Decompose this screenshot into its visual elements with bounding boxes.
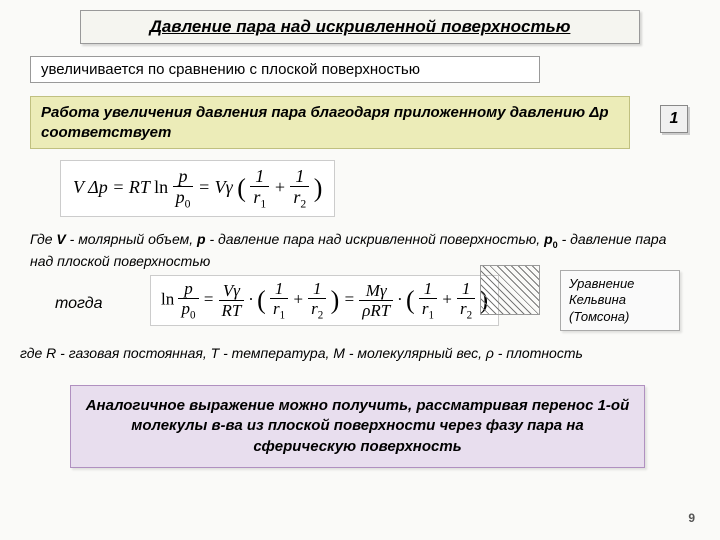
eq1-frac-r1: 1 r1: [250, 167, 269, 210]
eq1-V: V: [73, 177, 84, 197]
eq2-lp2: (: [406, 286, 415, 315]
eq1-frac-r2: 1 r2: [290, 167, 309, 210]
eq1-eq: =: [112, 177, 124, 197]
slide-title: Давление пара над искривленной поверхнос…: [80, 10, 640, 44]
eq1-r2s: 2: [300, 198, 306, 211]
eq1-ln: ln: [154, 177, 168, 197]
eq2-fr4: 1 r2: [457, 280, 475, 321]
where-clause-2: где R - газовая постоянная, T - температ…: [20, 345, 710, 361]
eq1-p0: p: [176, 187, 185, 207]
then-label: тогда: [55, 295, 103, 313]
eq2-Vg: Vγ: [219, 282, 245, 301]
equation-2: ln p p0 = Vγ RT · ( 1 r1 + 1 r2 ) = Mγ ρ…: [150, 275, 499, 326]
eq2-r1s: 1: [280, 309, 286, 321]
eq1-plus: +: [274, 177, 286, 197]
eq2-ln: ln: [161, 290, 174, 309]
where-clause-1: Где V - молярный объем, p - давление пар…: [30, 230, 690, 270]
eq2-eq1: =: [203, 290, 214, 309]
eq2-frac-p: p p0: [178, 280, 198, 321]
eq2-pl2: +: [441, 290, 452, 309]
eq1-rparen: ): [314, 174, 323, 203]
eq2-RT: RT: [219, 301, 245, 319]
eq2-p: p: [184, 279, 193, 298]
eq2-r2b: r: [460, 299, 467, 318]
eq2-r1b: r: [422, 299, 429, 318]
analogous-statement: Аналогичное выражение можно получить, ра…: [70, 385, 645, 468]
eq2-p0: p: [181, 299, 190, 318]
eq2-dot2: ·: [397, 290, 401, 309]
eq2-frac-mg: Mγ ρRT: [359, 282, 393, 319]
eq1-Vg: Vγ: [215, 177, 233, 197]
eq1-r1s: 1: [260, 198, 266, 211]
eq2-eq2: =: [343, 290, 354, 309]
hatch-arrow-icon: [480, 265, 540, 315]
eq2-o1: 1: [270, 280, 288, 299]
eq2-fr2: 1 r2: [308, 280, 326, 321]
eq2-r2: r: [311, 299, 318, 318]
kelvin-label: Уравнение Кельвина (Томсона): [560, 270, 680, 331]
eq2-pl1: +: [292, 290, 303, 309]
page-number: 9: [688, 511, 695, 525]
eq1-R: R: [129, 177, 140, 197]
eq2-dot1: ·: [249, 290, 253, 309]
eq2-rp1: ): [331, 286, 340, 315]
eq1-one2: 1: [290, 167, 309, 187]
eq2-rRT: ρRT: [359, 301, 393, 319]
eq1-dp: Δp: [88, 177, 108, 197]
work-statement: Работа увеличения давления пара благодар…: [30, 96, 630, 149]
eq1-T: T: [140, 177, 150, 197]
eq2-r1bs: 1: [429, 309, 435, 321]
eq2-frac-vg: Vγ RT: [219, 282, 245, 319]
eq1-lparen: (: [237, 174, 246, 203]
eq2-r2bs: 2: [467, 309, 473, 321]
eq1-p0sub: 0: [185, 198, 191, 211]
eq2-Mg: Mγ: [359, 282, 393, 301]
eq1-eq2: =: [198, 177, 210, 197]
eq2-fr1: 1 r1: [270, 280, 288, 321]
equation-1: V Δp = RT ln p p0 = Vγ ( 1 r1 + 1 r2 ): [60, 160, 335, 217]
eq2-o3: 1: [419, 280, 437, 299]
eq2-o2: 1: [308, 280, 326, 299]
eq2-lp1: (: [257, 286, 266, 315]
eq2-o4: 1: [457, 280, 475, 299]
eq1-frac-p: p p0: [173, 167, 194, 210]
eq2-fr3: 1 r1: [419, 280, 437, 321]
eq1-p: p: [179, 166, 188, 186]
subtitle-box: увеличивается по сравнению с плоской пов…: [30, 56, 540, 83]
eq2-p0s: 0: [190, 309, 196, 321]
eq2-r2s: 2: [318, 309, 324, 321]
eq2-r1: r: [273, 299, 280, 318]
eq1-one1: 1: [250, 167, 269, 187]
reference-number: 1: [660, 105, 688, 133]
